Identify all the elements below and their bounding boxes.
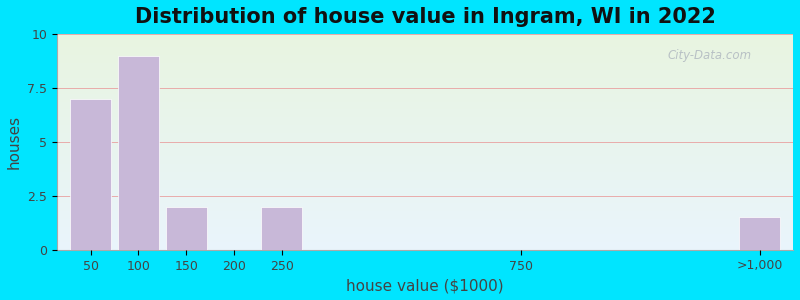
Y-axis label: houses: houses <box>7 115 22 169</box>
Title: Distribution of house value in Ingram, WI in 2022: Distribution of house value in Ingram, W… <box>134 7 715 27</box>
X-axis label: house value ($1000): house value ($1000) <box>346 278 504 293</box>
Bar <box>166 207 206 250</box>
Bar <box>70 99 111 250</box>
Bar <box>262 207 302 250</box>
Bar <box>118 56 158 250</box>
Bar <box>739 218 780 250</box>
Text: City-Data.com: City-Data.com <box>668 49 752 62</box>
